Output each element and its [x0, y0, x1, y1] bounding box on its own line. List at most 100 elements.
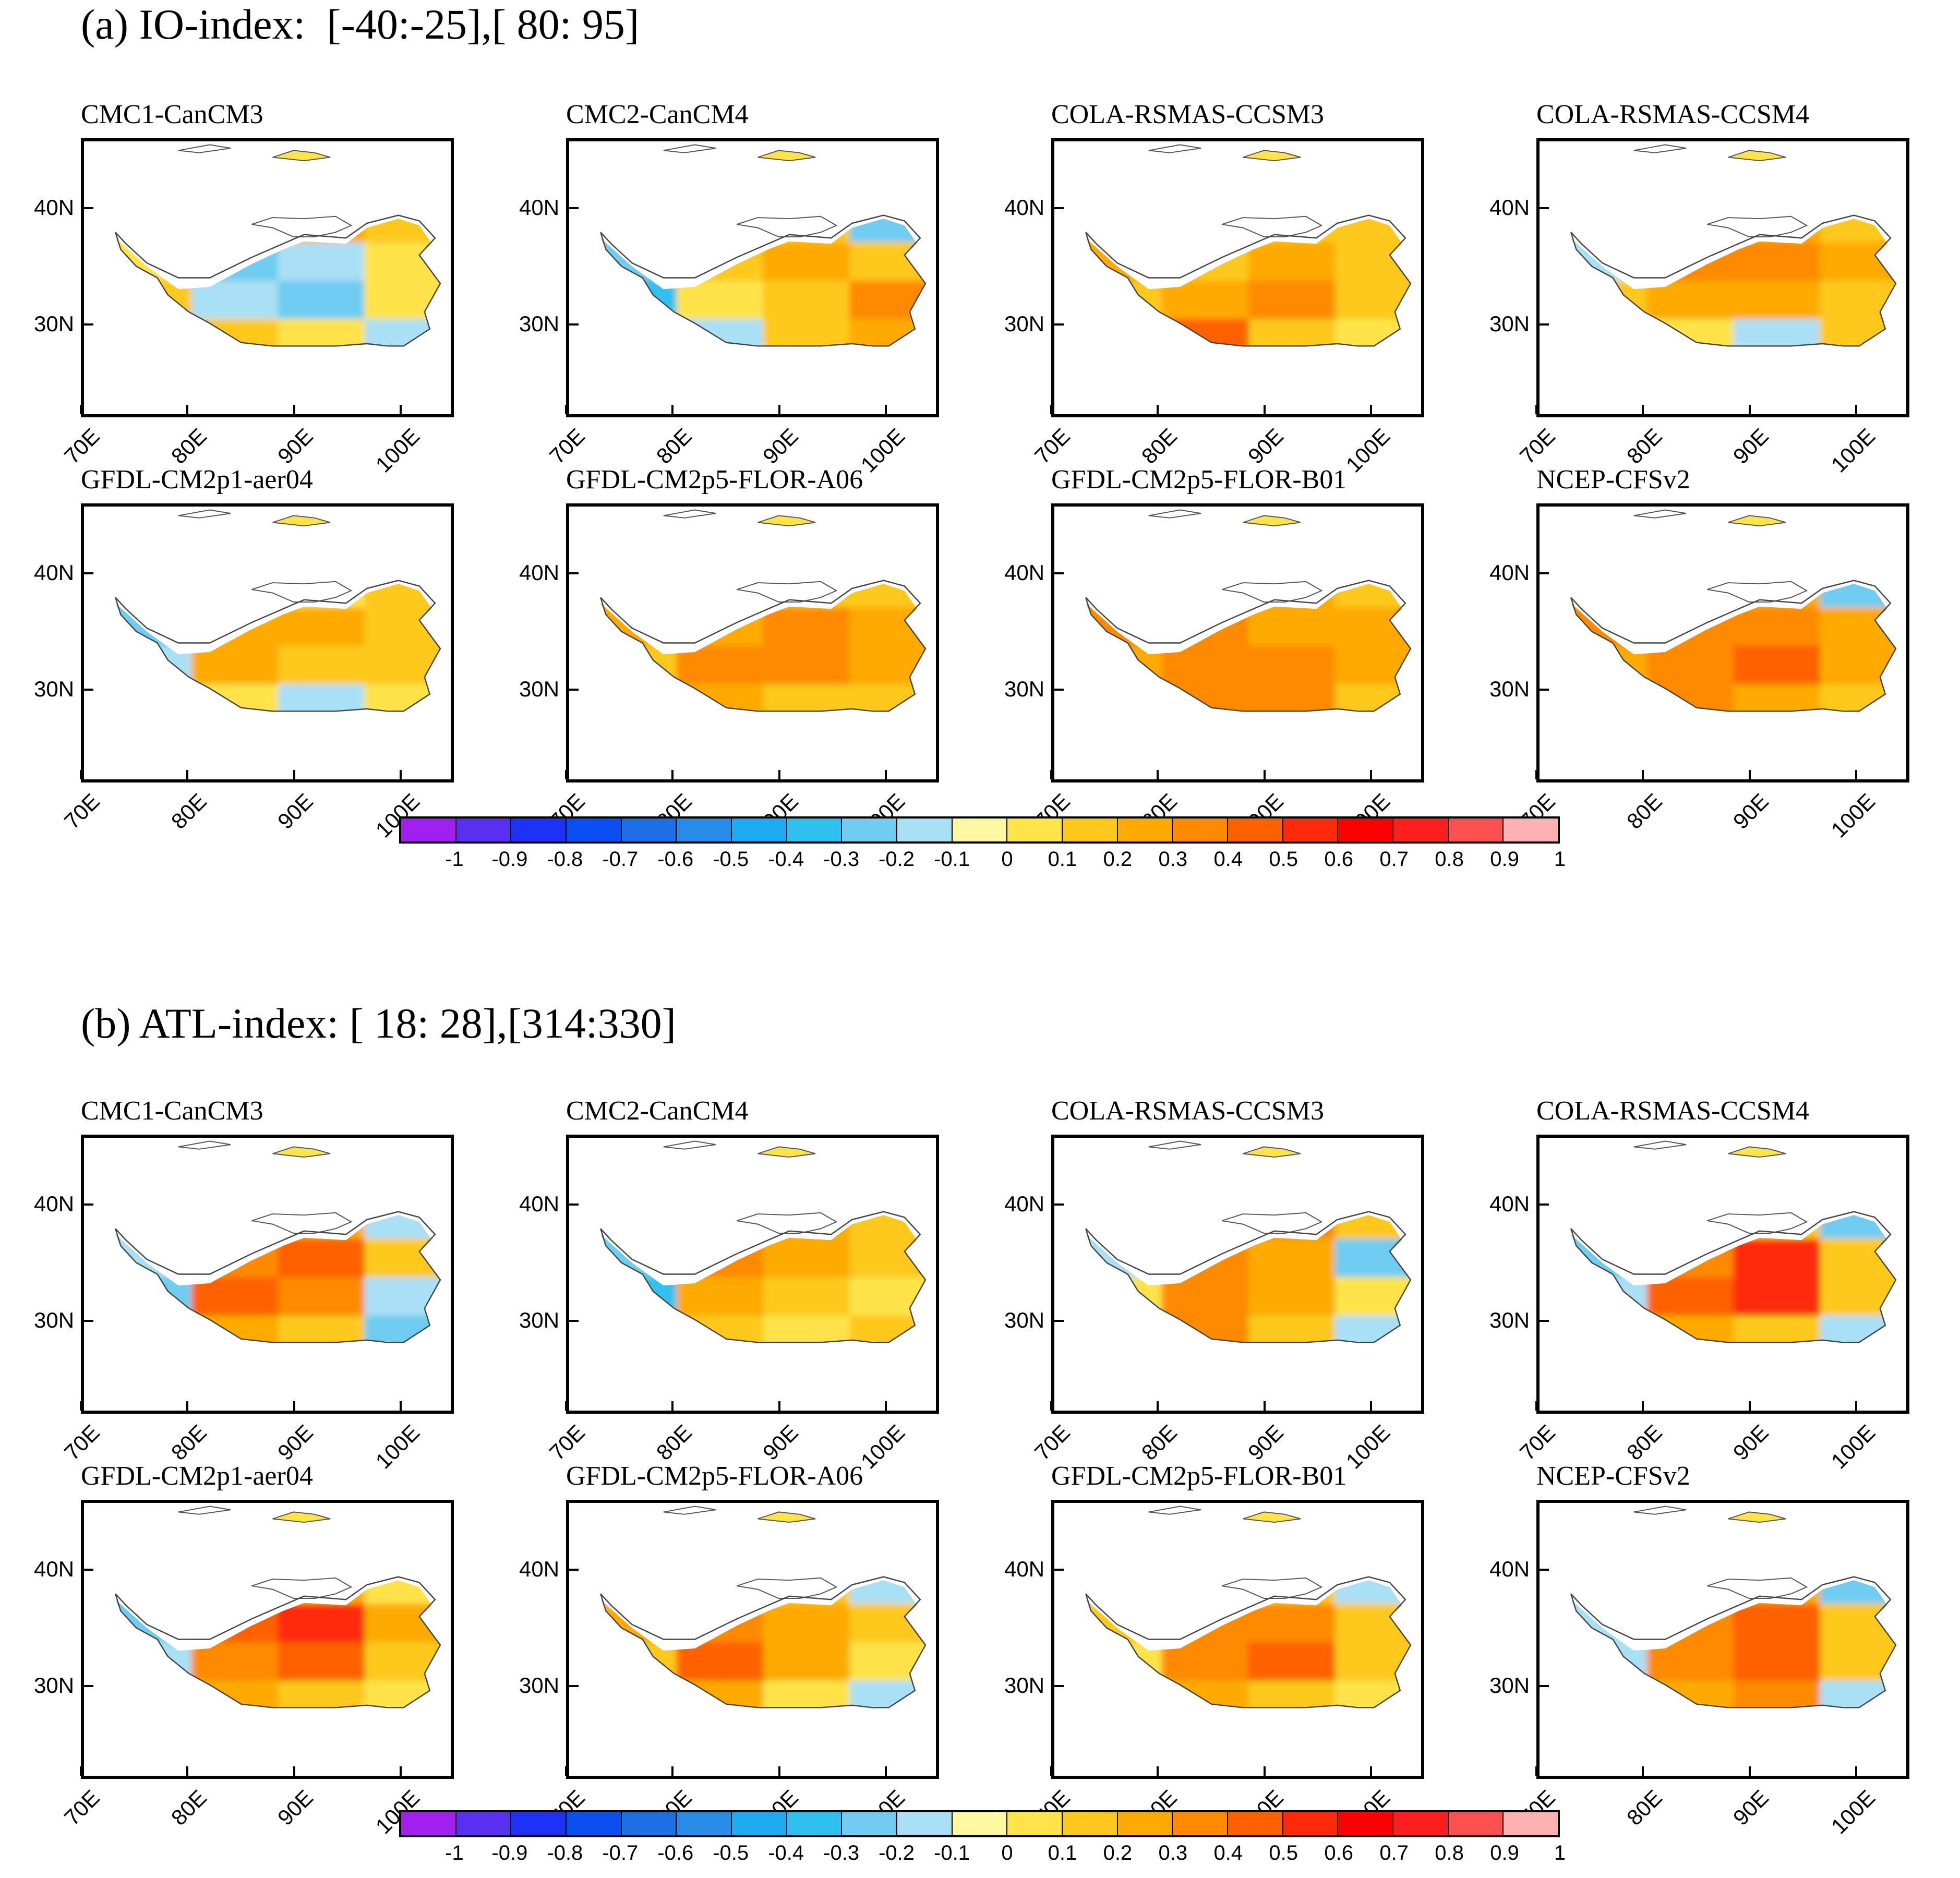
y-tick-label: 30N — [1489, 311, 1530, 336]
grid-cell — [1248, 1238, 1336, 1278]
plateau-outline — [115, 1211, 441, 1343]
grid-cell — [763, 1238, 850, 1278]
grid-cell — [1334, 1642, 1411, 1681]
grid-cell — [191, 280, 279, 320]
x-tick — [1535, 770, 1537, 779]
grid-cell — [1086, 1680, 1162, 1708]
grid-cell — [763, 607, 850, 646]
correlation-map — [1085, 509, 1412, 712]
correlation-map — [1085, 1506, 1412, 1708]
colorbar-label: -0.6 — [657, 1841, 694, 1864]
x-tick — [80, 770, 82, 779]
outline-fragment — [272, 1146, 331, 1158]
colorbar-label: 0 — [1001, 848, 1013, 871]
y-tick — [84, 1568, 93, 1571]
panel-title: CMC1-CanCM3 — [81, 100, 263, 129]
plateau-outline — [1085, 1576, 1412, 1708]
grid-cell — [849, 645, 925, 685]
grid-cell — [1820, 1315, 1896, 1343]
colorbar-swatch — [1393, 818, 1449, 841]
grid-cell — [849, 1642, 925, 1681]
x-tick — [1369, 770, 1372, 779]
outline-fragment — [1148, 1506, 1201, 1515]
colorbar — [399, 816, 1560, 844]
colorbar-label: -0.3 — [823, 848, 860, 871]
x-tick — [1642, 1766, 1644, 1776]
outline-fragment — [1243, 1511, 1301, 1523]
x-tick — [1157, 770, 1159, 779]
outline-fragment — [1243, 515, 1301, 527]
grid-cell — [1733, 280, 1821, 320]
map-frame — [566, 1135, 939, 1414]
plateau-outline — [1570, 580, 1897, 712]
colorbar-swatch — [1228, 818, 1283, 841]
colorbar-swatch — [1117, 818, 1173, 841]
basin-outline — [1707, 215, 1808, 237]
grid-cell — [115, 1215, 192, 1239]
grid-cell — [1086, 607, 1162, 646]
colorbar-swatch — [456, 818, 512, 841]
map-frame — [1536, 1135, 1909, 1414]
y-tick — [84, 688, 93, 691]
colorbar-swatch — [1007, 1812, 1063, 1835]
x-tick — [1263, 770, 1266, 779]
colorbar-label: -0.4 — [768, 1841, 804, 1864]
y-tick-label: 30N — [1489, 1307, 1530, 1332]
grid-cell — [1733, 1680, 1821, 1708]
correlation-map — [115, 144, 441, 347]
panel-title: COLA-RSMAS-CCSM3 — [1051, 100, 1325, 129]
x-tick-label: 90E — [272, 424, 318, 469]
grid-cell — [1334, 684, 1411, 712]
colorbar-label: 0.2 — [1103, 1841, 1133, 1864]
grid-cell — [1646, 280, 1734, 320]
x-tick-label: 70E — [59, 424, 105, 469]
x-tick-label: 80E — [1621, 1785, 1667, 1831]
x-tick-label: 90E — [1728, 1420, 1773, 1465]
grid-cell — [1248, 280, 1336, 320]
panel-title: NCEP-CFSv2 — [1536, 1461, 1690, 1491]
x-tick — [1642, 405, 1644, 414]
x-tick-label: 90E — [272, 1785, 318, 1831]
grid-cell — [1161, 280, 1249, 320]
grid-cell — [364, 1580, 440, 1605]
x-tick — [1369, 1401, 1372, 1411]
grid-cell — [676, 242, 764, 281]
colorbar-label: 0.2 — [1103, 848, 1133, 871]
grid-cell — [1086, 1604, 1162, 1643]
colorbar-swatch — [1228, 1812, 1283, 1835]
basin-outline — [1707, 581, 1808, 603]
grid-cell — [676, 1642, 764, 1681]
colorbar-label: -0.7 — [602, 1841, 639, 1864]
grid-cell — [1820, 1238, 1896, 1278]
grid-cell — [1161, 1277, 1249, 1316]
outline-fragment — [1243, 1146, 1301, 1158]
x-tick — [399, 1766, 402, 1776]
basin-outline — [251, 215, 353, 237]
colorbar-label: 1 — [1554, 1841, 1566, 1864]
colorbar-swatch — [1173, 818, 1229, 841]
grid-cell — [849, 319, 925, 346]
panel-title: GFDL-CM2p5-FLOR-B01 — [1051, 1461, 1347, 1491]
colorbar-swatch — [1007, 818, 1063, 841]
outline-fragment — [178, 509, 231, 519]
x-tick — [1263, 1766, 1266, 1776]
y-tick-label: 40N — [1004, 1191, 1045, 1216]
outline-fragment — [178, 1506, 231, 1515]
x-tick-label: 80E — [166, 1785, 211, 1831]
y-tick-label: 30N — [1004, 676, 1045, 701]
outline-fragment — [663, 1140, 716, 1150]
grid-cell — [191, 1277, 279, 1316]
x-tick — [1157, 1401, 1159, 1411]
map-panel: COLA-RSMAS-CCSM4 40N 30N 70E 80E 90E 100E — [1489, 1095, 1930, 1505]
y-tick-label: 30N — [519, 311, 560, 336]
grid-cell — [1086, 645, 1162, 685]
map-frame — [1051, 138, 1424, 417]
basin-outline — [1222, 1212, 1323, 1234]
outline-fragment — [1728, 1146, 1786, 1158]
grid-cell — [1820, 280, 1896, 320]
grid-cell — [1820, 1277, 1896, 1316]
y-tick-label: 40N — [519, 195, 560, 220]
grid-cell — [1820, 1580, 1896, 1605]
x-tick — [778, 1401, 780, 1411]
grid-cell — [1820, 684, 1896, 712]
